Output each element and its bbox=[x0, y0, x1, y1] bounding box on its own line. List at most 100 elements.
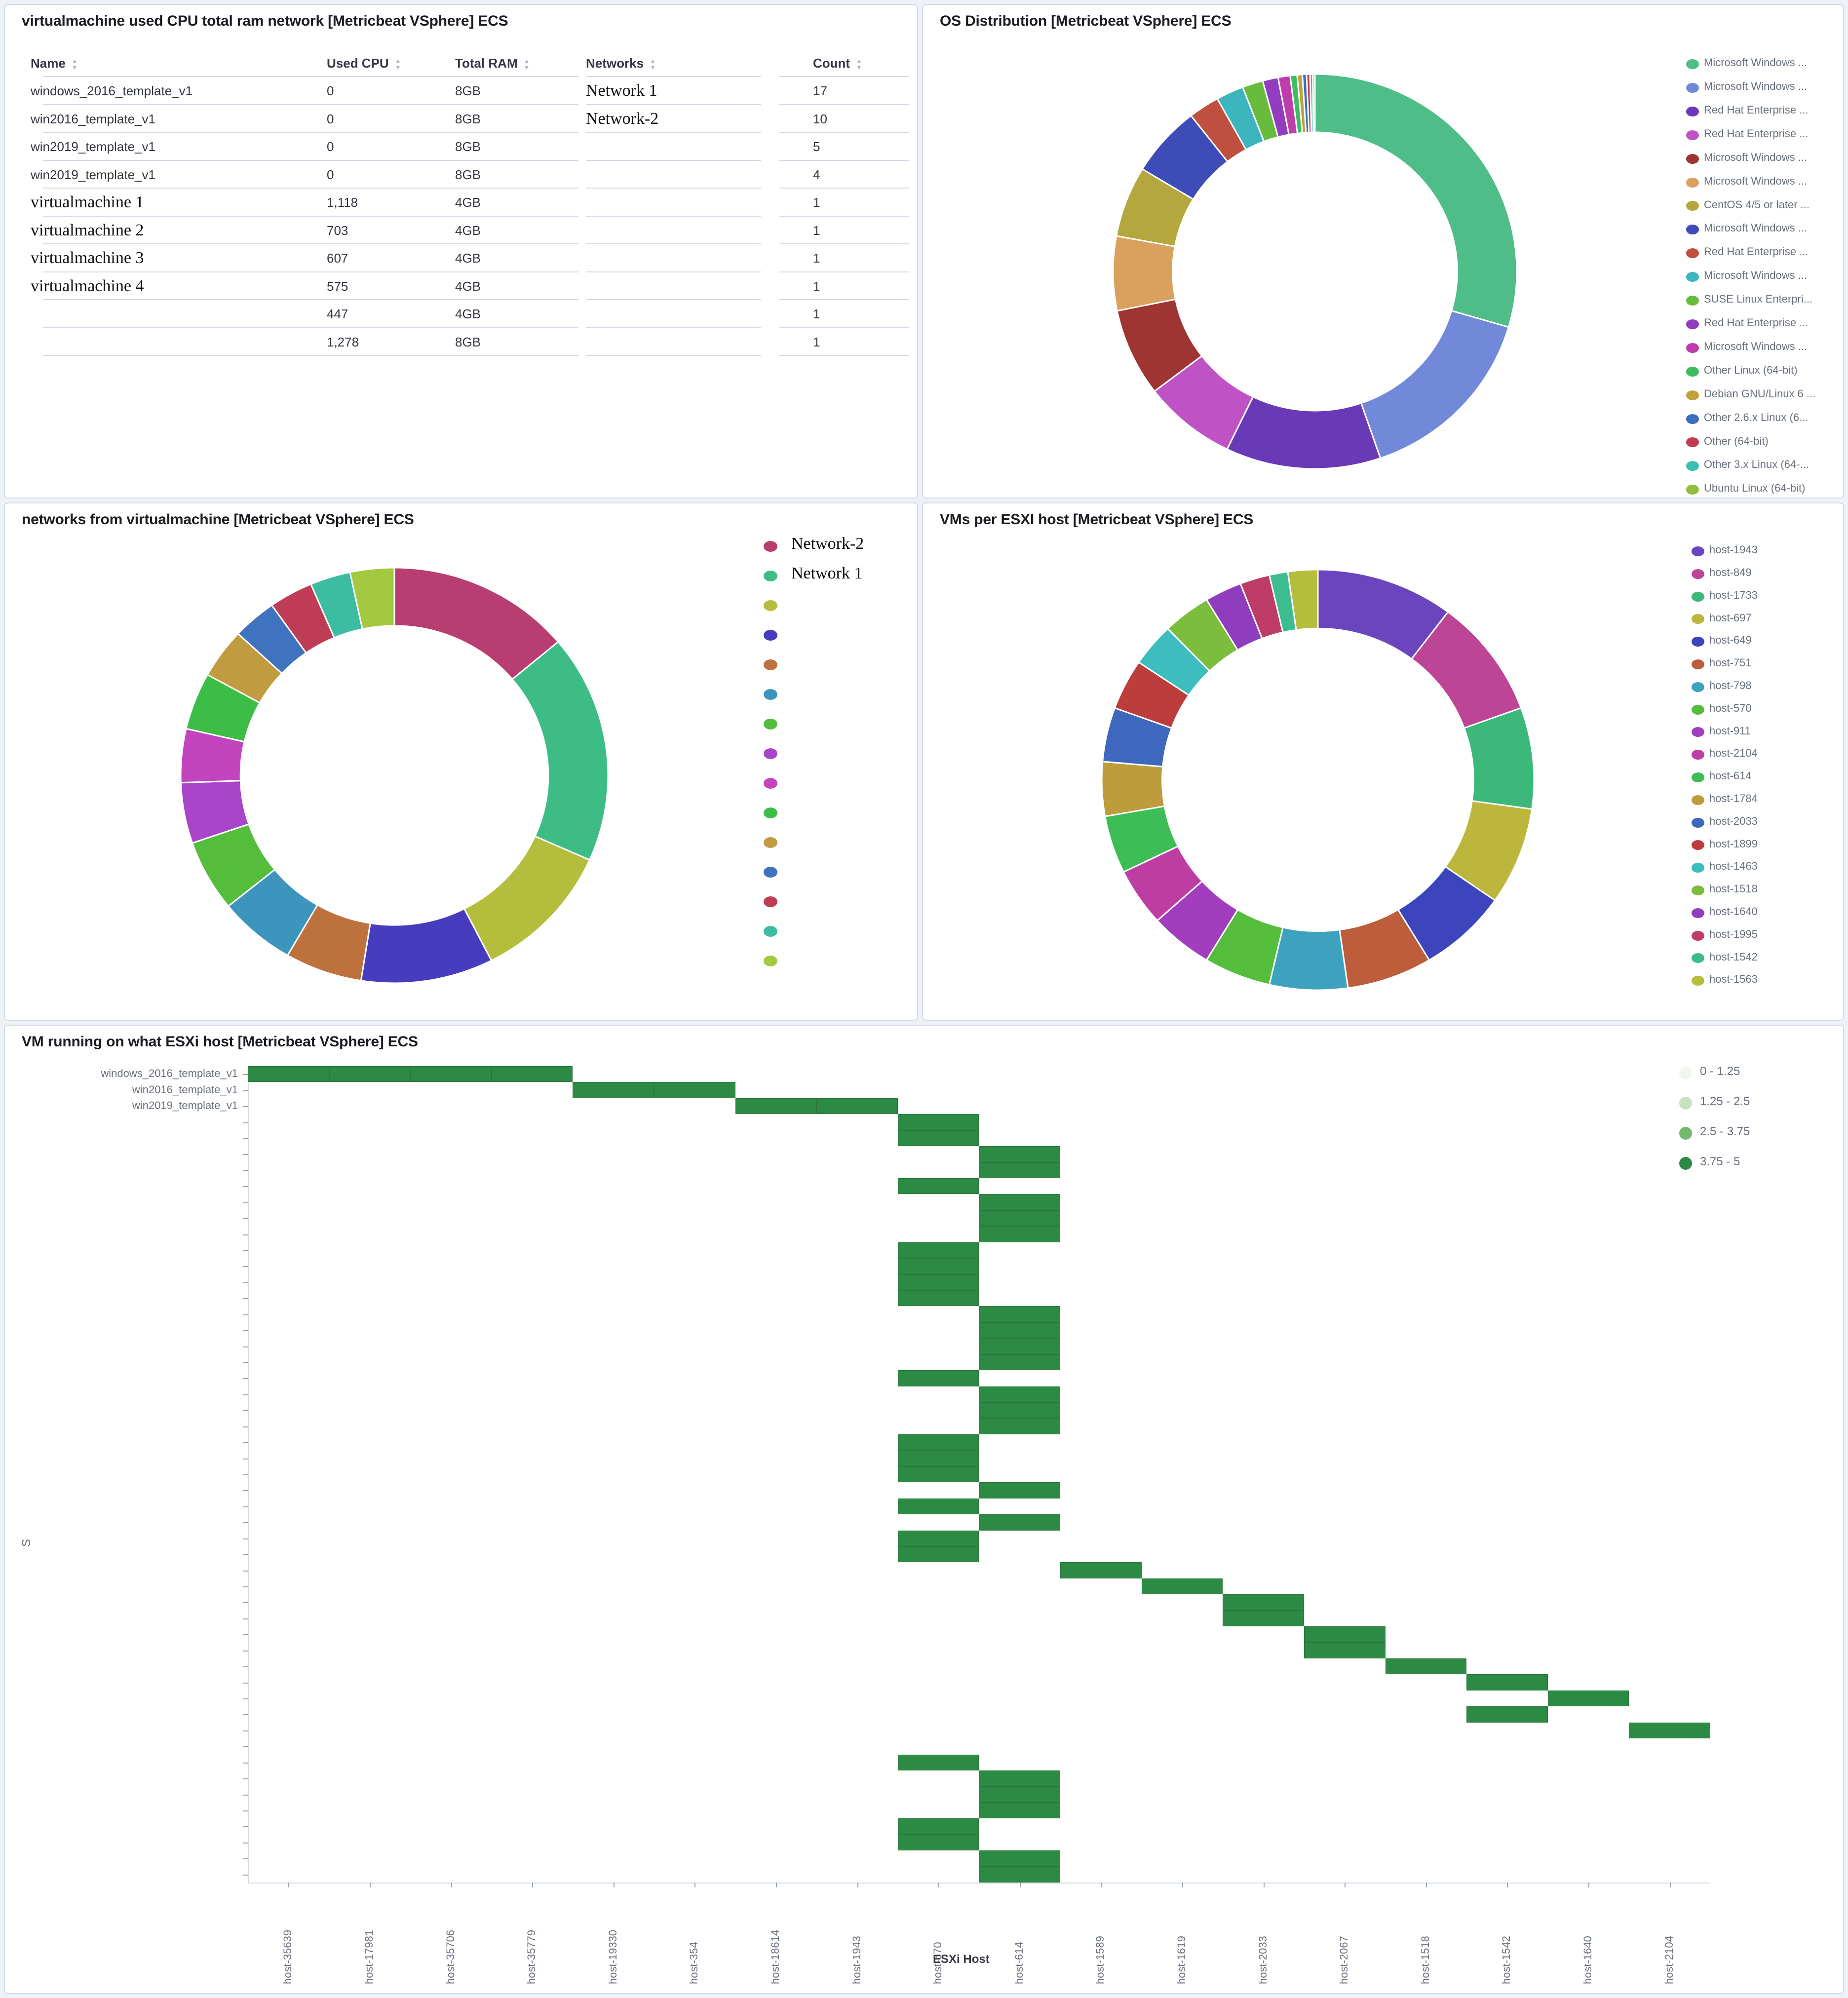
heatmap-cell[interactable] bbox=[816, 1098, 898, 1114]
heatmap-cell[interactable] bbox=[979, 1850, 1061, 1867]
heatmap-cell[interactable] bbox=[979, 1386, 1061, 1403]
heatmap-cell[interactable] bbox=[979, 1514, 1061, 1531]
heatmap-cell[interactable] bbox=[1141, 1578, 1223, 1595]
heatmap-cell[interactable] bbox=[1304, 1626, 1386, 1643]
heatmap-cell[interactable] bbox=[897, 1434, 979, 1451]
heatmap-cell[interactable] bbox=[979, 1770, 1061, 1787]
donut-slice[interactable] bbox=[1312, 73, 1316, 133]
column-header-network[interactable]: Networks ▲ ▼ bbox=[586, 52, 656, 77]
heatmap-cell[interactable] bbox=[654, 1082, 735, 1098]
heatmap-cell[interactable] bbox=[897, 1290, 979, 1306]
heatmap-cell[interactable] bbox=[897, 1754, 979, 1770]
heatmap-cell[interactable] bbox=[735, 1098, 817, 1114]
heatmap-cell[interactable] bbox=[897, 1274, 979, 1291]
heatmap-cell[interactable] bbox=[979, 1338, 1061, 1354]
heatmap-cell[interactable] bbox=[979, 1322, 1061, 1339]
heatmap-cell[interactable] bbox=[1466, 1706, 1548, 1723]
heatmap-cell[interactable] bbox=[573, 1082, 654, 1098]
y-axis-tick bbox=[243, 1538, 248, 1539]
legend-dot-icon bbox=[1692, 953, 1704, 963]
heatmap-cell[interactable] bbox=[248, 1066, 329, 1082]
heatmap-cell[interactable] bbox=[897, 1498, 979, 1515]
y-axis-tick bbox=[243, 1810, 248, 1812]
heatmap-cell[interactable] bbox=[979, 1226, 1061, 1242]
x-axis-tick bbox=[1019, 1883, 1021, 1887]
heatmap-cell[interactable] bbox=[897, 1450, 979, 1466]
heatmap-cell[interactable] bbox=[897, 1178, 979, 1194]
heatmap-cell[interactable] bbox=[329, 1066, 411, 1082]
donut-slice[interactable] bbox=[1101, 761, 1166, 817]
cell-total-ram: 4GB bbox=[455, 223, 481, 238]
column-header-count[interactable]: Count ▲ ▼ bbox=[813, 52, 862, 77]
donut-slice[interactable] bbox=[1360, 309, 1510, 460]
heatmap-cell[interactable] bbox=[491, 1066, 573, 1082]
heatmap-cell[interactable] bbox=[897, 1130, 979, 1147]
heatmap-cell[interactable] bbox=[979, 1802, 1061, 1819]
sort-icon[interactable]: ▲ ▼ bbox=[524, 58, 530, 71]
legend-dot-icon bbox=[764, 896, 777, 907]
legend-label: host-798 bbox=[1709, 679, 1752, 692]
panel-vm-table: virtualmachine used CPU total ram networ… bbox=[4, 4, 918, 499]
sort-icon[interactable]: ▲ ▼ bbox=[395, 58, 401, 71]
column-header-name[interactable]: Name ▲ ▼ bbox=[31, 52, 78, 77]
heatmap-cell[interactable] bbox=[979, 1866, 1061, 1883]
x-axis-label: host-570 bbox=[931, 1942, 944, 1984]
x-axis-label: host-19330 bbox=[606, 1929, 619, 1984]
heatmap-cell[interactable] bbox=[1385, 1658, 1467, 1675]
legend-dot-icon bbox=[1692, 976, 1704, 986]
heatmap-cell[interactable] bbox=[897, 1466, 979, 1483]
heatmap-cell[interactable] bbox=[979, 1194, 1061, 1210]
sort-icon[interactable]: ▲ ▼ bbox=[856, 58, 862, 71]
heatmap-cell[interactable] bbox=[1223, 1610, 1304, 1627]
donut-slice[interactable] bbox=[1314, 73, 1518, 328]
column-header-used_cpu[interactable]: Used CPU ▲ ▼ bbox=[327, 52, 401, 77]
legend-dot-icon bbox=[764, 778, 777, 789]
x-axis-label: host-614 bbox=[1012, 1942, 1025, 1984]
heatmap-cell[interactable] bbox=[1223, 1594, 1304, 1611]
heatmap-cell[interactable] bbox=[979, 1402, 1061, 1419]
heatmap-cell[interactable] bbox=[897, 1114, 979, 1130]
legend-label: host-911 bbox=[1709, 724, 1751, 737]
heatmap-cell[interactable] bbox=[979, 1210, 1061, 1227]
heatmap-cell[interactable] bbox=[897, 1546, 979, 1563]
heatmap-cell[interactable] bbox=[897, 1834, 979, 1851]
legend-label: Microsoft Windows ... bbox=[1704, 80, 1808, 93]
heatmap-cell[interactable] bbox=[1060, 1562, 1142, 1578]
donut-slice[interactable] bbox=[463, 835, 591, 962]
legend-dot-icon bbox=[1692, 817, 1704, 828]
heatmap-cell[interactable] bbox=[1466, 1674, 1548, 1691]
sort-icon[interactable]: ▲ ▼ bbox=[72, 58, 78, 71]
heatmap-cell[interactable] bbox=[979, 1306, 1061, 1322]
sort-icon[interactable]: ▲ ▼ bbox=[650, 58, 656, 71]
donut-slice[interactable] bbox=[349, 567, 395, 630]
x-axis-tick bbox=[857, 1883, 858, 1887]
heatmap-cell[interactable] bbox=[1304, 1642, 1386, 1658]
heatmap-cell[interactable] bbox=[1629, 1722, 1710, 1739]
heatmap-cell[interactable] bbox=[1547, 1690, 1629, 1707]
cell-name: virtualmachine 3 bbox=[31, 249, 144, 267]
heatmap-cell[interactable] bbox=[410, 1066, 492, 1082]
heatmap-cell[interactable] bbox=[897, 1818, 979, 1835]
heatmap-cell[interactable] bbox=[979, 1482, 1061, 1498]
heatmap-cell[interactable] bbox=[979, 1162, 1061, 1178]
donut-slice[interactable] bbox=[1226, 395, 1382, 470]
heatmap-cell[interactable] bbox=[979, 1786, 1061, 1803]
legend-dot-icon bbox=[1692, 840, 1704, 850]
donut-slice[interactable] bbox=[1112, 235, 1177, 312]
heatmap-cell[interactable] bbox=[979, 1146, 1061, 1162]
heatmap-cell[interactable] bbox=[979, 1354, 1061, 1371]
donut-slice[interactable] bbox=[1287, 569, 1319, 631]
heatmap-cell[interactable] bbox=[897, 1242, 979, 1259]
cell-total-ram: 4GB bbox=[455, 307, 481, 321]
donut-slice[interactable] bbox=[511, 641, 609, 861]
cell-network: Network 1 bbox=[586, 81, 657, 100]
heatmap-cell[interactable] bbox=[897, 1530, 979, 1546]
heatmap-cell[interactable] bbox=[897, 1370, 979, 1386]
heatmap-cell[interactable] bbox=[979, 1418, 1061, 1434]
cell-name: virtualmachine 2 bbox=[31, 221, 144, 239]
column-header-total_ram[interactable]: Total RAM ▲ ▼ bbox=[455, 52, 530, 77]
row-rule bbox=[779, 355, 909, 356]
cell-used-cpu: 0 bbox=[327, 139, 334, 154]
heatmap-cell[interactable] bbox=[897, 1258, 979, 1274]
legend-dot-icon bbox=[1686, 319, 1699, 329]
